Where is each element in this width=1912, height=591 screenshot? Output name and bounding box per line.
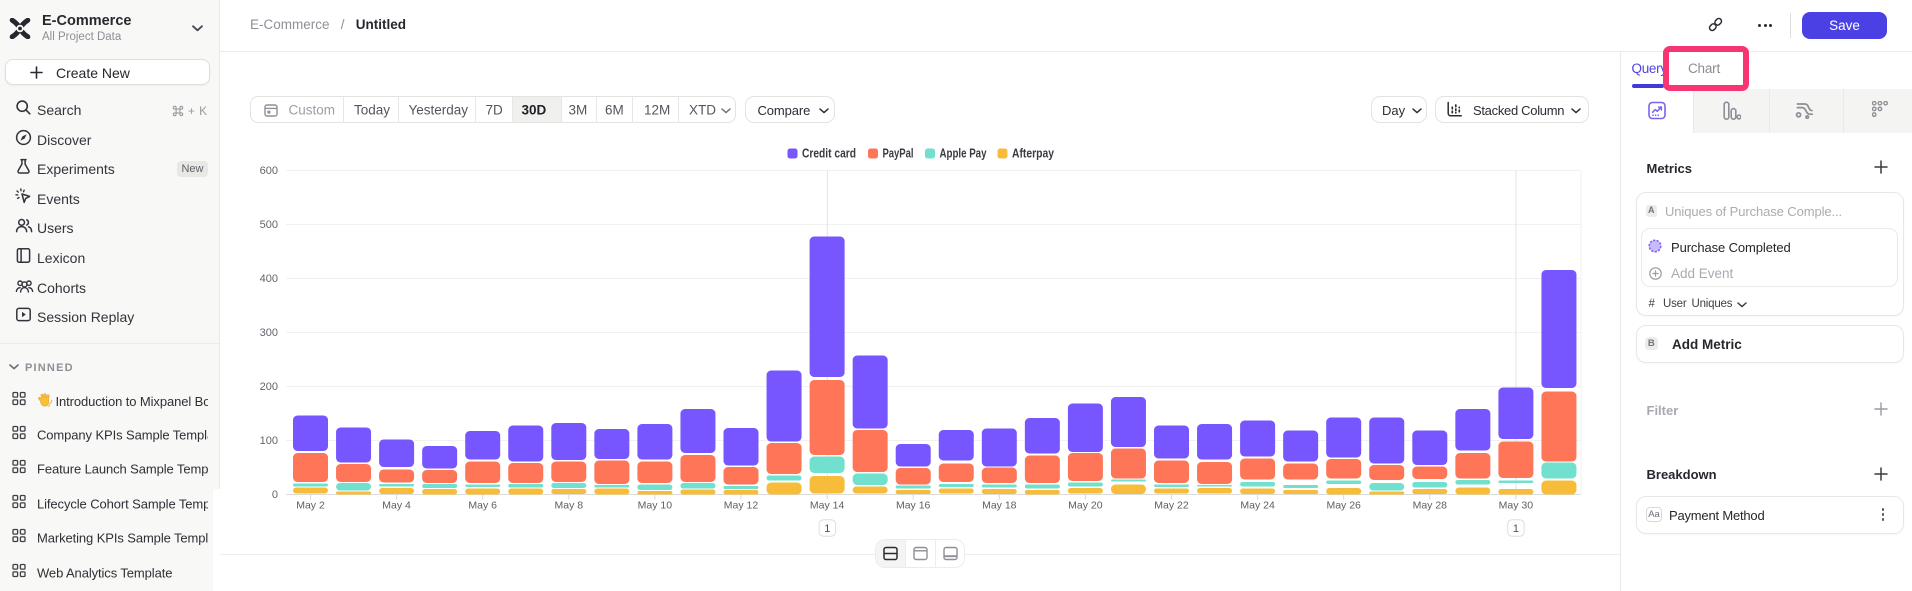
svg-text:May 12: May 12 bbox=[724, 500, 759, 512]
svg-text:May 22: May 22 bbox=[1154, 500, 1189, 512]
svg-text:600: 600 bbox=[260, 165, 278, 177]
svg-text:400: 400 bbox=[260, 273, 278, 285]
svg-text:Afterpay: Afterpay bbox=[1012, 147, 1054, 161]
svg-text:Credit card: Credit card bbox=[802, 147, 856, 161]
svg-text:Apple Pay: Apple Pay bbox=[940, 147, 987, 161]
svg-text:May 30: May 30 bbox=[1499, 500, 1534, 512]
svg-text:May 20: May 20 bbox=[1068, 500, 1103, 512]
svg-text:1: 1 bbox=[824, 523, 830, 535]
svg-text:200: 200 bbox=[260, 381, 278, 393]
svg-text:100: 100 bbox=[260, 435, 278, 447]
svg-text:May 16: May 16 bbox=[896, 500, 931, 512]
svg-text:May 2: May 2 bbox=[296, 500, 325, 512]
svg-text:May 26: May 26 bbox=[1326, 500, 1361, 512]
svg-text:0: 0 bbox=[272, 489, 278, 501]
svg-text:500: 500 bbox=[260, 219, 278, 231]
svg-text:May 14: May 14 bbox=[810, 500, 845, 512]
svg-text:300: 300 bbox=[260, 327, 278, 339]
svg-text:PayPal: PayPal bbox=[883, 147, 914, 161]
svg-text:1: 1 bbox=[1513, 523, 1519, 535]
svg-text:May 8: May 8 bbox=[555, 500, 584, 512]
svg-text:May 6: May 6 bbox=[468, 500, 497, 512]
svg-text:May 24: May 24 bbox=[1240, 500, 1275, 512]
svg-text:May 18: May 18 bbox=[982, 500, 1017, 512]
svg-text:May 4: May 4 bbox=[382, 500, 411, 512]
svg-text:May 10: May 10 bbox=[638, 500, 673, 512]
svg-text:May 28: May 28 bbox=[1413, 500, 1448, 512]
